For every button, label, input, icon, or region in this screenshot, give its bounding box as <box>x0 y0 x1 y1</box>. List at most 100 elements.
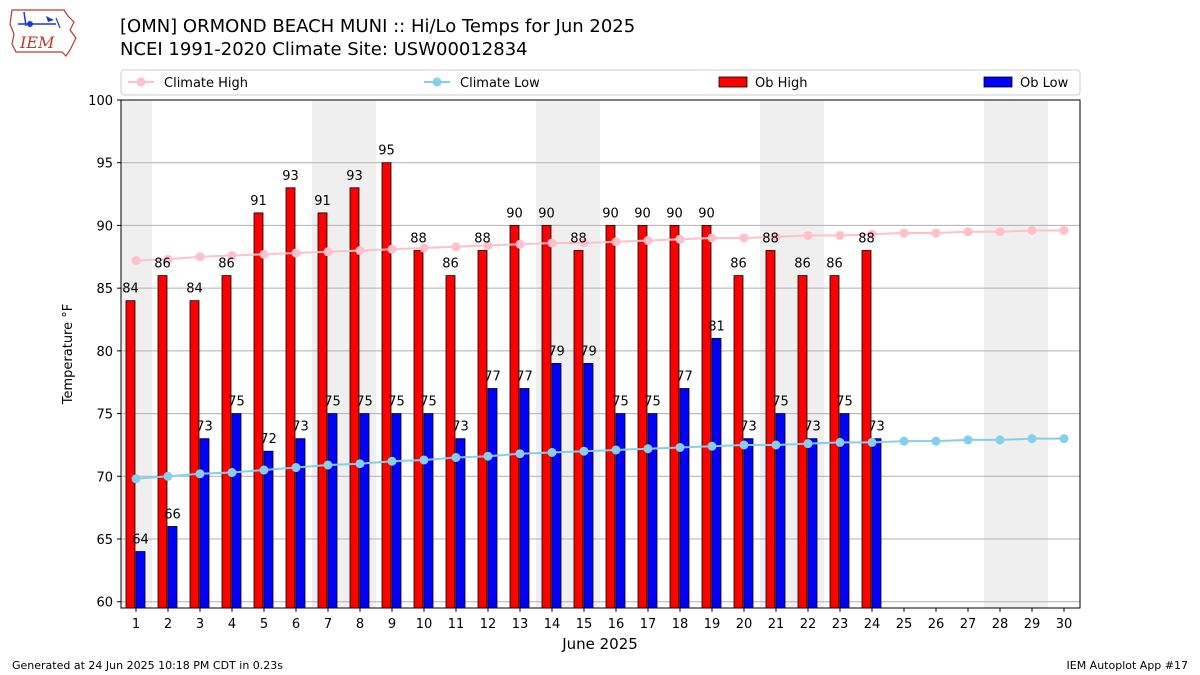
ob-low-bar <box>647 413 658 609</box>
chart-subtitle: NCEI 1991-2020 Climate Site: USW00012834 <box>120 39 528 60</box>
x-tick-label: 27 <box>960 617 977 632</box>
ob-low-value: 77 <box>676 369 693 384</box>
ob-high-bar <box>573 250 584 609</box>
ob-low-value: 77 <box>484 369 501 384</box>
ob-low-bar <box>327 413 338 609</box>
ob-high-bar <box>317 212 328 609</box>
ob-high-value: 90 <box>506 206 523 221</box>
ob-high-value: 91 <box>314 194 331 209</box>
ob-low-value: 73 <box>804 420 821 435</box>
climate-lines <box>131 225 1069 484</box>
climate-high-point <box>419 243 429 253</box>
iem-logo: IEM <box>8 4 80 60</box>
climate-high-point <box>547 238 557 248</box>
climate-high-point <box>739 233 749 243</box>
ob-high-bar <box>445 275 456 609</box>
ob-low-value: 79 <box>548 344 565 359</box>
ob-low-bar <box>263 450 274 609</box>
ob-high-bar <box>413 250 424 609</box>
climate-high-point <box>483 241 493 251</box>
x-axis: 1 2 3 4 5 6 7 8 9 10 11 12 13 14 15 16 17 18 19 20 21 22 23 24 2… <box>132 608 1072 632</box>
footer-app-id: IEM Autoplot App #17 <box>1066 659 1189 672</box>
climate-low-point <box>419 455 429 465</box>
x-tick-label: 18 <box>672 617 689 632</box>
climate-low-point <box>1059 434 1069 444</box>
footer-generated: Generated at 24 Jun 2025 10:18 PM CDT in… <box>12 659 284 672</box>
y-tick-label: 65 <box>96 533 113 548</box>
ob-low-bar <box>487 388 498 609</box>
climate-low-point <box>515 449 525 459</box>
y-tick-label: 80 <box>96 345 113 360</box>
climate-high-point <box>899 228 909 238</box>
climate-high-point <box>1027 225 1037 235</box>
ob-low-value: 73 <box>292 420 309 435</box>
ob-low-value: 75 <box>388 395 405 410</box>
climate-low-point <box>323 460 333 470</box>
ob-low-bar <box>199 438 210 609</box>
ob-low-bar <box>167 526 178 609</box>
legend-ob-high-label: Ob High <box>755 76 808 91</box>
ob-high-value: 88 <box>410 232 427 247</box>
ob-high-value: 95 <box>378 144 395 159</box>
x-tick-label: 30 <box>1056 617 1073 632</box>
y-axis: 60 65 70 75 80 85 90 95 100 <box>88 94 121 611</box>
climate-low-point <box>771 440 781 450</box>
climate-high-point <box>163 254 173 264</box>
climate-low-point <box>995 435 1005 445</box>
ob-high-bar <box>541 225 552 609</box>
x-tick-label: 22 <box>800 617 817 632</box>
x-tick-label: 10 <box>416 617 433 632</box>
climate-low-point <box>675 442 685 452</box>
climate-low-point <box>899 436 909 446</box>
x-tick-label: 3 <box>196 617 204 632</box>
ob-low-value: 75 <box>228 395 245 410</box>
climate-high-point <box>771 232 781 242</box>
ob-high-value: 88 <box>762 232 779 247</box>
ob-low-value: 75 <box>420 395 437 410</box>
legend-climate-high-marker <box>136 77 146 87</box>
ob-high-value: 88 <box>570 232 587 247</box>
climate-high-line <box>135 229 1064 262</box>
ob-low-bar <box>519 388 530 609</box>
climate-high-point <box>131 256 141 266</box>
x-tick-label: 24 <box>864 617 881 632</box>
ob-low-bar <box>359 413 370 609</box>
climate-high-point <box>515 239 525 249</box>
grid-lines <box>121 99 1080 603</box>
climate-low-point <box>483 451 493 461</box>
ob-low-value: 73 <box>452 420 469 435</box>
weekend-band <box>984 100 1048 608</box>
x-tick-label: 8 <box>356 617 364 632</box>
climate-high-point <box>227 251 237 261</box>
climate-high-point <box>291 248 301 258</box>
x-tick-label: 17 <box>640 617 657 632</box>
ob-high-value: 90 <box>538 206 555 221</box>
ob-low-bar <box>615 413 626 609</box>
ob-high-value: 90 <box>602 206 619 221</box>
climate-low-point <box>867 437 877 447</box>
ob-low-value: 75 <box>644 395 661 410</box>
climate-low-point <box>803 439 813 449</box>
ob-high-value: 91 <box>250 194 267 209</box>
climate-high-point <box>259 249 269 259</box>
ob-low-bar <box>743 438 754 609</box>
ob-low-value: 75 <box>612 395 629 410</box>
legend-climate-low-marker <box>432 77 442 87</box>
y-tick-label: 70 <box>96 470 113 485</box>
x-tick-label: 9 <box>388 617 396 632</box>
x-axis-label: June 2025 <box>561 635 638 653</box>
climate-high-point <box>195 252 205 262</box>
ob-high-bar <box>221 275 232 609</box>
ob-high-value: 88 <box>858 232 875 247</box>
climate-high-point <box>995 227 1005 237</box>
ob-low-bar <box>455 438 466 609</box>
ob-high-bar <box>381 162 392 609</box>
ob-low-value: 81 <box>708 319 725 334</box>
ob-low-value: 75 <box>356 395 373 410</box>
climate-high-point <box>579 238 589 248</box>
ob-low-value: 73 <box>196 420 213 435</box>
ob-high-bar <box>701 225 712 609</box>
climate-low-point <box>1027 434 1037 444</box>
x-tick-label: 2 <box>164 617 172 632</box>
ob-low-bar <box>135 551 146 609</box>
